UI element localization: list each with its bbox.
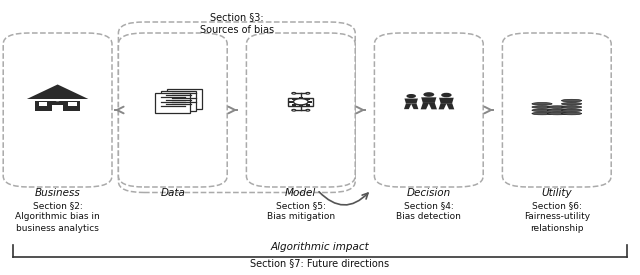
FancyBboxPatch shape (161, 91, 196, 111)
Bar (38, 102, 47, 106)
Ellipse shape (547, 109, 568, 112)
Bar (299, 97, 303, 98)
Circle shape (294, 99, 308, 105)
Text: Model: Model (285, 188, 316, 198)
Text: Section §5:
Bias mitigation: Section §5: Bias mitigation (267, 201, 335, 221)
Bar (52, 105, 63, 111)
FancyBboxPatch shape (167, 89, 202, 109)
Bar (289, 101, 293, 103)
Text: Section §3:
Sources of bias: Section §3: Sources of bias (200, 12, 274, 35)
Bar (292, 98, 296, 100)
Circle shape (424, 92, 435, 97)
FancyBboxPatch shape (3, 33, 112, 187)
Circle shape (406, 94, 416, 98)
Bar (305, 98, 310, 100)
Text: Decision: Decision (406, 188, 451, 198)
Bar (308, 101, 312, 103)
Bar (292, 104, 296, 106)
Ellipse shape (561, 99, 582, 102)
FancyBboxPatch shape (502, 33, 611, 187)
Ellipse shape (547, 106, 568, 108)
Bar (35, 101, 80, 111)
Text: Business: Business (35, 188, 81, 198)
Polygon shape (404, 98, 418, 103)
Ellipse shape (532, 106, 552, 108)
FancyBboxPatch shape (246, 33, 355, 187)
Bar (305, 104, 310, 106)
Polygon shape (421, 97, 436, 103)
Text: Algorithmic impact: Algorithmic impact (271, 243, 369, 252)
Bar (299, 105, 303, 107)
Polygon shape (439, 98, 454, 103)
Polygon shape (27, 84, 88, 99)
Bar (68, 102, 77, 106)
FancyBboxPatch shape (118, 33, 227, 187)
Polygon shape (404, 103, 419, 109)
Bar (288, 98, 314, 106)
Text: Section §7: Future directions: Section §7: Future directions (250, 258, 390, 268)
Text: Section §4:
Bias detection: Section §4: Bias detection (396, 201, 461, 221)
Text: Section §2:
Algorithmic bias in
business analytics: Section §2: Algorithmic bias in business… (15, 201, 100, 233)
Circle shape (306, 109, 310, 111)
Ellipse shape (561, 106, 582, 108)
Ellipse shape (532, 112, 552, 115)
Circle shape (292, 109, 296, 111)
Ellipse shape (532, 109, 552, 112)
Text: Data: Data (161, 188, 185, 198)
Ellipse shape (561, 112, 582, 115)
Polygon shape (420, 103, 437, 109)
Circle shape (55, 99, 60, 101)
FancyBboxPatch shape (374, 33, 483, 187)
Circle shape (292, 92, 296, 94)
Ellipse shape (532, 103, 552, 105)
Ellipse shape (561, 109, 582, 112)
Ellipse shape (547, 112, 568, 115)
Ellipse shape (561, 103, 582, 105)
FancyBboxPatch shape (156, 93, 190, 113)
Polygon shape (438, 103, 454, 109)
Circle shape (441, 93, 452, 97)
Text: Utility: Utility (541, 188, 572, 198)
Text: Section §6:
Fairness-utility
relationship: Section §6: Fairness-utility relationshi… (524, 201, 590, 233)
Circle shape (306, 92, 310, 94)
